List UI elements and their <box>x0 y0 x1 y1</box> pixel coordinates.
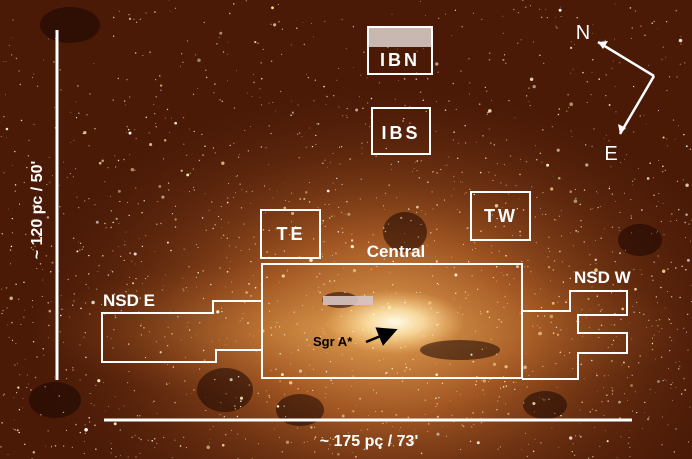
label-central: Central <box>367 242 426 261</box>
label-compass-east: E <box>604 143 617 165</box>
east-arrowhead <box>618 124 626 134</box>
label-te: TE <box>276 224 305 244</box>
region-ibn-box <box>367 26 433 75</box>
region-central-box <box>261 263 523 379</box>
label-tw: TW <box>484 206 518 226</box>
sgr-a-arrow <box>365 327 398 346</box>
central-shaded-patch <box>323 296 373 305</box>
region-te-box <box>260 209 321 259</box>
region-nsd-e-outline <box>101 300 262 363</box>
north-arrow <box>597 40 655 78</box>
north-arrowhead <box>598 41 608 49</box>
core-glow <box>325 290 465 354</box>
label-sgr-a: Sgr A* <box>313 334 353 349</box>
label-nsd-e: NSD E <box>103 291 155 310</box>
label-ibn: IBN <box>380 50 420 70</box>
region-ibs-box <box>371 107 431 155</box>
label-nsd-w: NSD W <box>574 268 632 287</box>
region-nsd-w-outline <box>522 290 628 380</box>
region-tw-box <box>470 191 531 241</box>
compass-arrows <box>597 40 656 135</box>
label-ibs: IBS <box>381 123 420 143</box>
region-outlines <box>101 26 628 380</box>
east-arrow <box>618 75 656 135</box>
label-horizontal-scale: ~ 175 pc / 73' <box>320 433 419 450</box>
region-ibn-shade <box>368 27 432 47</box>
label-vertical-scale: ~ 120 pc / 50' <box>29 161 46 260</box>
label-compass-north: N <box>576 22 590 44</box>
